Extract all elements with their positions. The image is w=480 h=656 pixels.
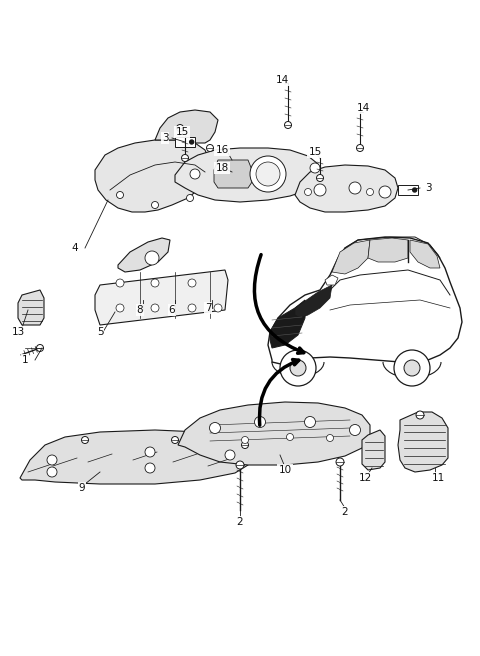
Circle shape — [236, 461, 244, 469]
Circle shape — [357, 144, 363, 152]
Circle shape — [82, 436, 88, 443]
Polygon shape — [410, 240, 440, 268]
Circle shape — [145, 463, 155, 473]
Text: 15: 15 — [308, 147, 322, 157]
Polygon shape — [398, 412, 448, 472]
Text: 2: 2 — [237, 517, 243, 527]
Circle shape — [379, 186, 391, 198]
Circle shape — [190, 140, 193, 144]
Circle shape — [225, 450, 235, 460]
Circle shape — [152, 201, 158, 209]
Text: 3: 3 — [162, 133, 168, 143]
Polygon shape — [18, 290, 44, 325]
Bar — [398, 185, 418, 195]
Circle shape — [413, 188, 417, 192]
Text: 12: 12 — [359, 473, 372, 483]
Text: 10: 10 — [278, 465, 291, 475]
Text: 2: 2 — [342, 507, 348, 517]
Polygon shape — [95, 270, 228, 325]
Circle shape — [116, 304, 124, 312]
Text: 14: 14 — [276, 75, 288, 85]
Polygon shape — [214, 160, 252, 188]
Bar — [175, 137, 195, 147]
Circle shape — [254, 417, 265, 428]
Circle shape — [367, 188, 373, 195]
Polygon shape — [332, 240, 370, 274]
Polygon shape — [118, 238, 170, 272]
Circle shape — [416, 411, 424, 419]
Text: 16: 16 — [216, 145, 228, 155]
Polygon shape — [295, 165, 398, 212]
Text: 5: 5 — [96, 327, 103, 337]
Circle shape — [116, 279, 124, 287]
Polygon shape — [368, 238, 408, 262]
Circle shape — [47, 455, 57, 465]
Circle shape — [241, 436, 249, 443]
Circle shape — [214, 304, 222, 312]
Polygon shape — [175, 148, 320, 202]
Text: 8: 8 — [137, 305, 144, 315]
Polygon shape — [155, 110, 218, 143]
Polygon shape — [268, 237, 462, 365]
Circle shape — [181, 155, 189, 161]
Text: 9: 9 — [79, 483, 85, 493]
Polygon shape — [20, 430, 252, 484]
Circle shape — [187, 194, 193, 201]
Circle shape — [304, 417, 315, 428]
Circle shape — [171, 436, 179, 443]
Circle shape — [310, 163, 320, 173]
Circle shape — [36, 344, 44, 352]
Circle shape — [188, 279, 196, 287]
Circle shape — [394, 350, 430, 386]
Circle shape — [285, 121, 291, 129]
Circle shape — [206, 144, 214, 152]
Text: 7: 7 — [204, 303, 211, 313]
Circle shape — [47, 467, 57, 477]
Text: 1: 1 — [22, 355, 28, 365]
Polygon shape — [95, 140, 210, 212]
Polygon shape — [270, 300, 305, 348]
Circle shape — [304, 188, 312, 195]
Text: 11: 11 — [432, 473, 444, 483]
Text: 4: 4 — [72, 243, 78, 253]
Text: 14: 14 — [356, 103, 370, 113]
Circle shape — [336, 458, 344, 466]
Circle shape — [188, 304, 196, 312]
Circle shape — [250, 156, 286, 192]
Text: 3: 3 — [425, 183, 432, 193]
Circle shape — [290, 360, 306, 376]
Circle shape — [145, 447, 155, 457]
Circle shape — [151, 304, 159, 312]
Text: 13: 13 — [12, 327, 24, 337]
Circle shape — [190, 169, 200, 179]
Circle shape — [241, 441, 249, 449]
Circle shape — [256, 162, 280, 186]
Circle shape — [326, 434, 334, 441]
Circle shape — [151, 279, 159, 287]
Circle shape — [145, 251, 159, 265]
Circle shape — [209, 422, 220, 434]
Polygon shape — [325, 275, 338, 285]
Polygon shape — [178, 402, 370, 465]
Text: 15: 15 — [175, 127, 189, 137]
Text: 18: 18 — [216, 163, 228, 173]
Circle shape — [404, 360, 420, 376]
Circle shape — [349, 424, 360, 436]
Polygon shape — [362, 430, 385, 470]
Circle shape — [117, 192, 123, 199]
Circle shape — [280, 350, 316, 386]
Text: 6: 6 — [168, 305, 175, 315]
Circle shape — [314, 184, 326, 196]
Circle shape — [349, 182, 361, 194]
Circle shape — [177, 125, 183, 131]
Polygon shape — [295, 285, 332, 318]
Circle shape — [316, 174, 324, 182]
Circle shape — [287, 434, 293, 440]
